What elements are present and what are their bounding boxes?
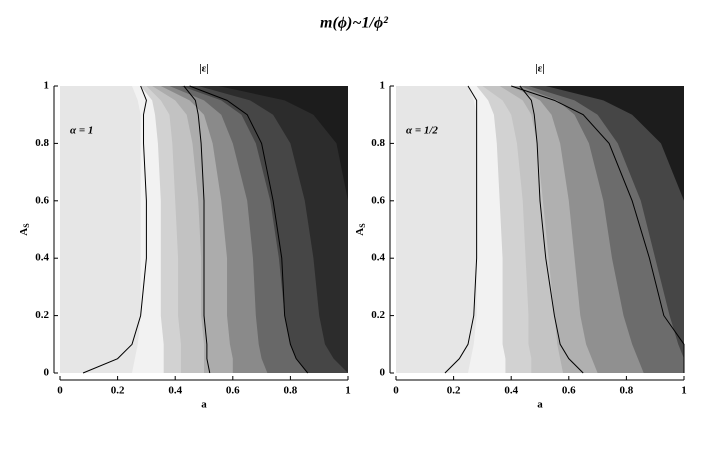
y-tick-label: 0.4 — [35, 252, 49, 264]
x-tick-label: 0.8 — [284, 385, 298, 397]
shade-band — [218, 86, 348, 373]
x-tick-label: 0.4 — [168, 385, 182, 397]
y-tick-label: 0.6 — [371, 194, 385, 206]
x-tick-label: 0.2 — [111, 385, 125, 397]
x-tick-label: 1 — [681, 385, 687, 397]
x-axis-label: a — [537, 399, 543, 411]
contour-line — [511, 85, 685, 373]
y-tick-label: 0.2 — [35, 309, 49, 321]
y-tick-label: 0.6 — [35, 194, 49, 206]
annotation: α = 1 — [70, 125, 93, 137]
contour-line — [444, 85, 478, 374]
y-tick-label: 0.8 — [35, 137, 49, 149]
y-tick-label: 0 — [44, 367, 50, 379]
contour-line — [189, 85, 309, 374]
x-tick-label: 1 — [345, 385, 351, 397]
y-tick-label: 1 — [44, 80, 50, 92]
contour-line — [82, 85, 147, 374]
contour-line — [183, 85, 211, 374]
panel-title: |ε| — [199, 63, 209, 75]
x-tick-label: 0 — [393, 385, 399, 397]
annotation: α = 1/2 — [406, 125, 438, 137]
figure-title: m(ϕ)~1/ϕ² — [320, 15, 389, 32]
shade-band — [528, 86, 684, 373]
y-axis-label-main: A — [354, 228, 366, 236]
y-tick-label: 0 — [380, 367, 386, 379]
contour-line — [519, 85, 584, 374]
x-tick-label: 0.8 — [620, 385, 634, 397]
y-axis-label-sub: S — [22, 223, 31, 228]
panel-title: |ε| — [535, 63, 545, 75]
y-axis-label-sub: S — [358, 223, 367, 228]
x-axis-label: a — [201, 399, 207, 411]
x-tick-label: 0 — [57, 385, 63, 397]
y-tick-label: 0.8 — [371, 137, 385, 149]
x-tick-label: 0.2 — [447, 385, 461, 397]
shade-band — [198, 86, 348, 373]
shade-band — [545, 86, 684, 373]
y-tick-label: 1 — [380, 80, 386, 92]
x-tick-label: 0.6 — [562, 385, 576, 397]
x-tick-label: 0.4 — [504, 385, 518, 397]
y-tick-label: 0.4 — [371, 252, 385, 264]
y-axis-label: AS — [354, 223, 367, 236]
y-tick-label: 0.2 — [371, 309, 385, 321]
x-tick-label: 0.6 — [226, 385, 240, 397]
y-axis-label: AS — [18, 223, 31, 236]
y-axis-label-main: A — [18, 228, 30, 236]
